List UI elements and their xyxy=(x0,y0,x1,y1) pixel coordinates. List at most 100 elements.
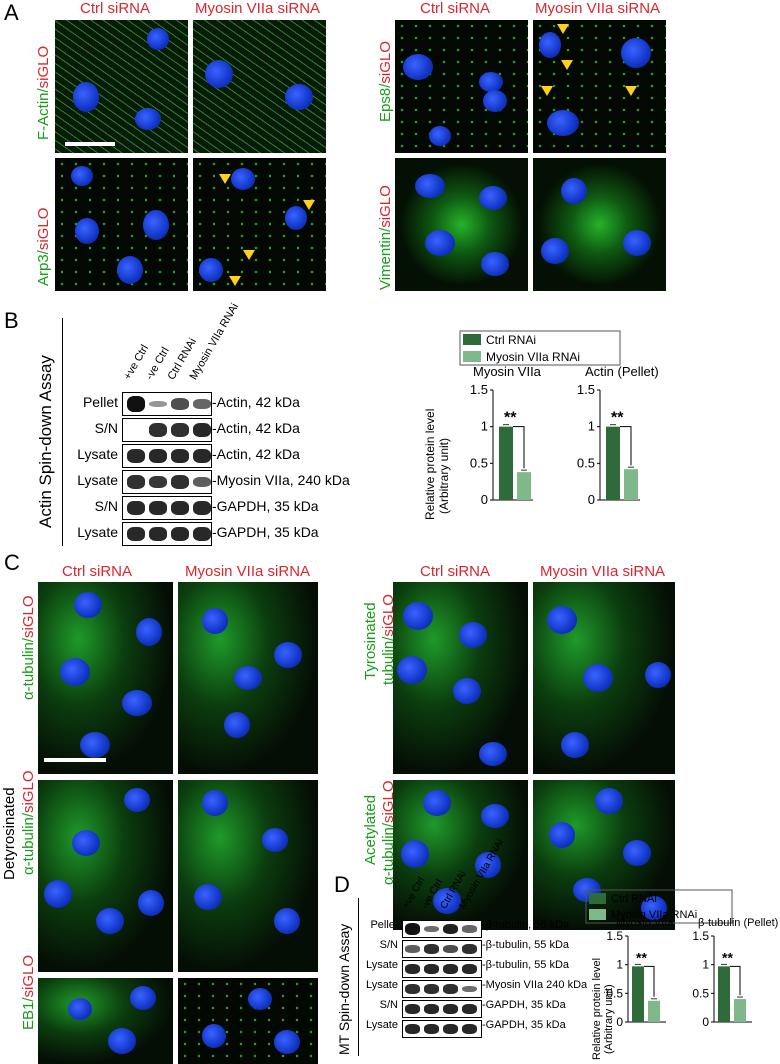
significance-bracket xyxy=(513,426,525,469)
chart-title: β-tubulin (Pellet) xyxy=(698,917,778,929)
panel-b-charts: Ctrl RNAi Myosin VIIa RNAi Relative prot… xyxy=(423,330,659,520)
arrowhead-icon xyxy=(303,200,315,210)
blot-band xyxy=(149,501,167,515)
arrowhead-icon xyxy=(219,174,231,184)
y-tick-label: 0 xyxy=(588,492,595,507)
significance-bracket xyxy=(620,426,632,466)
y-tick-label: 1.5 xyxy=(577,382,595,397)
significance-label: ** xyxy=(722,949,733,965)
blot-row-desc: -Actin, 42 kDa xyxy=(212,446,300,462)
bar xyxy=(734,999,746,1022)
panel-letter-b: B xyxy=(4,308,19,333)
micrograph-c-eb1-ctrl xyxy=(38,978,173,1064)
blot-band xyxy=(443,923,459,935)
blot-row-name: S/N xyxy=(379,939,398,951)
blot-band xyxy=(462,944,478,954)
legend-label-myosin: Myosin VIIa RNAi xyxy=(486,350,580,364)
blot-band xyxy=(443,944,459,954)
micrograph-c-detyr-myosin xyxy=(178,780,318,972)
panel-letter-d: D xyxy=(334,872,350,897)
panel-c-row3-left-label: EB1/siGLO xyxy=(20,954,37,1030)
y-tick-label: 1.5 xyxy=(606,929,623,943)
blot-row xyxy=(122,470,212,494)
blot-row-desc: -β-tubulin, 55 kDa xyxy=(482,939,570,951)
arrowhead-icon xyxy=(561,60,573,70)
panel-a-row2-right-label: Vimentin/siGLO xyxy=(377,185,394,290)
panel-b-assay-label: Actin Spin-down Assay xyxy=(36,355,55,528)
chart-d-ylabel: Relative protein level(Arbitrary unit) xyxy=(591,958,615,1060)
blot-band xyxy=(405,945,421,953)
micrograph-a-vimentin-ctrl xyxy=(395,158,528,291)
legend-box xyxy=(459,330,621,366)
arrowhead-icon xyxy=(541,86,553,96)
blot-band xyxy=(171,398,189,410)
blot-row-name: Pellet xyxy=(82,394,118,410)
blot-band xyxy=(405,963,421,975)
blot-row-name: Lysate xyxy=(77,524,118,540)
panel-c-col-ctrl: Ctrl siRNA xyxy=(62,563,132,580)
legend-swatch-myosin xyxy=(463,351,481,362)
blot-band xyxy=(462,925,478,933)
legend-swatch-ctrl xyxy=(463,334,481,345)
blot-row xyxy=(122,444,212,468)
blot-row-name: Lysate xyxy=(365,1019,398,1031)
blot-row xyxy=(402,920,482,938)
blot-row-name: S/N xyxy=(94,420,118,436)
y-tick-label: 1 xyxy=(588,419,595,434)
bar xyxy=(632,966,644,1022)
blot-row-desc: -β-tubulin, 55 kDa xyxy=(482,919,570,931)
bar xyxy=(648,1000,660,1022)
blot-row xyxy=(122,418,212,442)
blot-band xyxy=(127,449,145,463)
y-tick-label: 1 xyxy=(481,419,488,434)
arrowhead-icon xyxy=(557,24,569,34)
blot-row-desc: -Actin, 42 kDa xyxy=(212,420,300,436)
micrograph-a-factin-myosin xyxy=(193,20,326,153)
blot-band xyxy=(193,527,211,541)
blot-band xyxy=(424,1023,440,1035)
micrograph-a-vimentin-myosin xyxy=(533,158,666,291)
significance-label: ** xyxy=(611,410,624,427)
blot-band xyxy=(127,527,145,541)
blot-band xyxy=(405,1023,421,1035)
blot-band xyxy=(462,963,478,975)
y-tick-label: 0.5 xyxy=(470,455,488,470)
blot-band xyxy=(193,476,211,488)
blot-row xyxy=(122,496,212,520)
y-tick-label: 1 xyxy=(702,958,709,972)
panel-a-col-ctrl: Ctrl siRNA xyxy=(80,0,150,17)
arrowhead-icon xyxy=(625,86,637,96)
significance-label: ** xyxy=(636,949,647,965)
blot-band xyxy=(424,925,440,933)
panel-c-row2-left-label-2: α-tubulin/siGLO xyxy=(20,770,37,875)
blot-band xyxy=(149,423,167,437)
blot-band xyxy=(443,1003,459,1015)
blot-row-desc: -Myosin VIIa 240 kDa xyxy=(482,979,588,991)
micrograph-c-acet-myosin xyxy=(533,780,675,930)
panel-d-charts: Ctrl RNAi Myosin VIIa RNAi Relative prot… xyxy=(585,889,778,1060)
panel-a-col-myosin: Myosin VIIa siRNA xyxy=(195,0,321,17)
blot-band xyxy=(443,984,459,994)
blot-band xyxy=(405,1003,421,1015)
panel-c-row1-right-label-1: Tyrosinated xyxy=(362,602,379,680)
blot-band xyxy=(193,449,211,463)
blot-row xyxy=(122,522,212,546)
blot-band xyxy=(171,449,189,463)
bar xyxy=(499,426,513,500)
blot-band xyxy=(127,396,145,412)
blot-band xyxy=(149,527,167,541)
bar xyxy=(517,472,531,500)
legend-swatch-myosin xyxy=(589,909,606,920)
micrograph-c-atubulin-myosin xyxy=(178,582,318,774)
blot-row-desc: -GAPDH, 35 kDa xyxy=(482,999,566,1011)
blot-row-name: Lysate xyxy=(365,959,398,971)
blot-row xyxy=(402,980,482,998)
blot-row xyxy=(402,1000,482,1018)
bar xyxy=(624,469,638,500)
panel-a-col-myosin-right: Myosin VIIa siRNA xyxy=(535,0,661,17)
blot-row-name: Pellet xyxy=(370,919,398,931)
panel-c-col-ctrl-right: Ctrl siRNA xyxy=(420,563,490,580)
micrograph-a-eps8-ctrl xyxy=(395,20,528,153)
blot-band xyxy=(193,399,211,409)
significance-bracket xyxy=(644,965,655,997)
